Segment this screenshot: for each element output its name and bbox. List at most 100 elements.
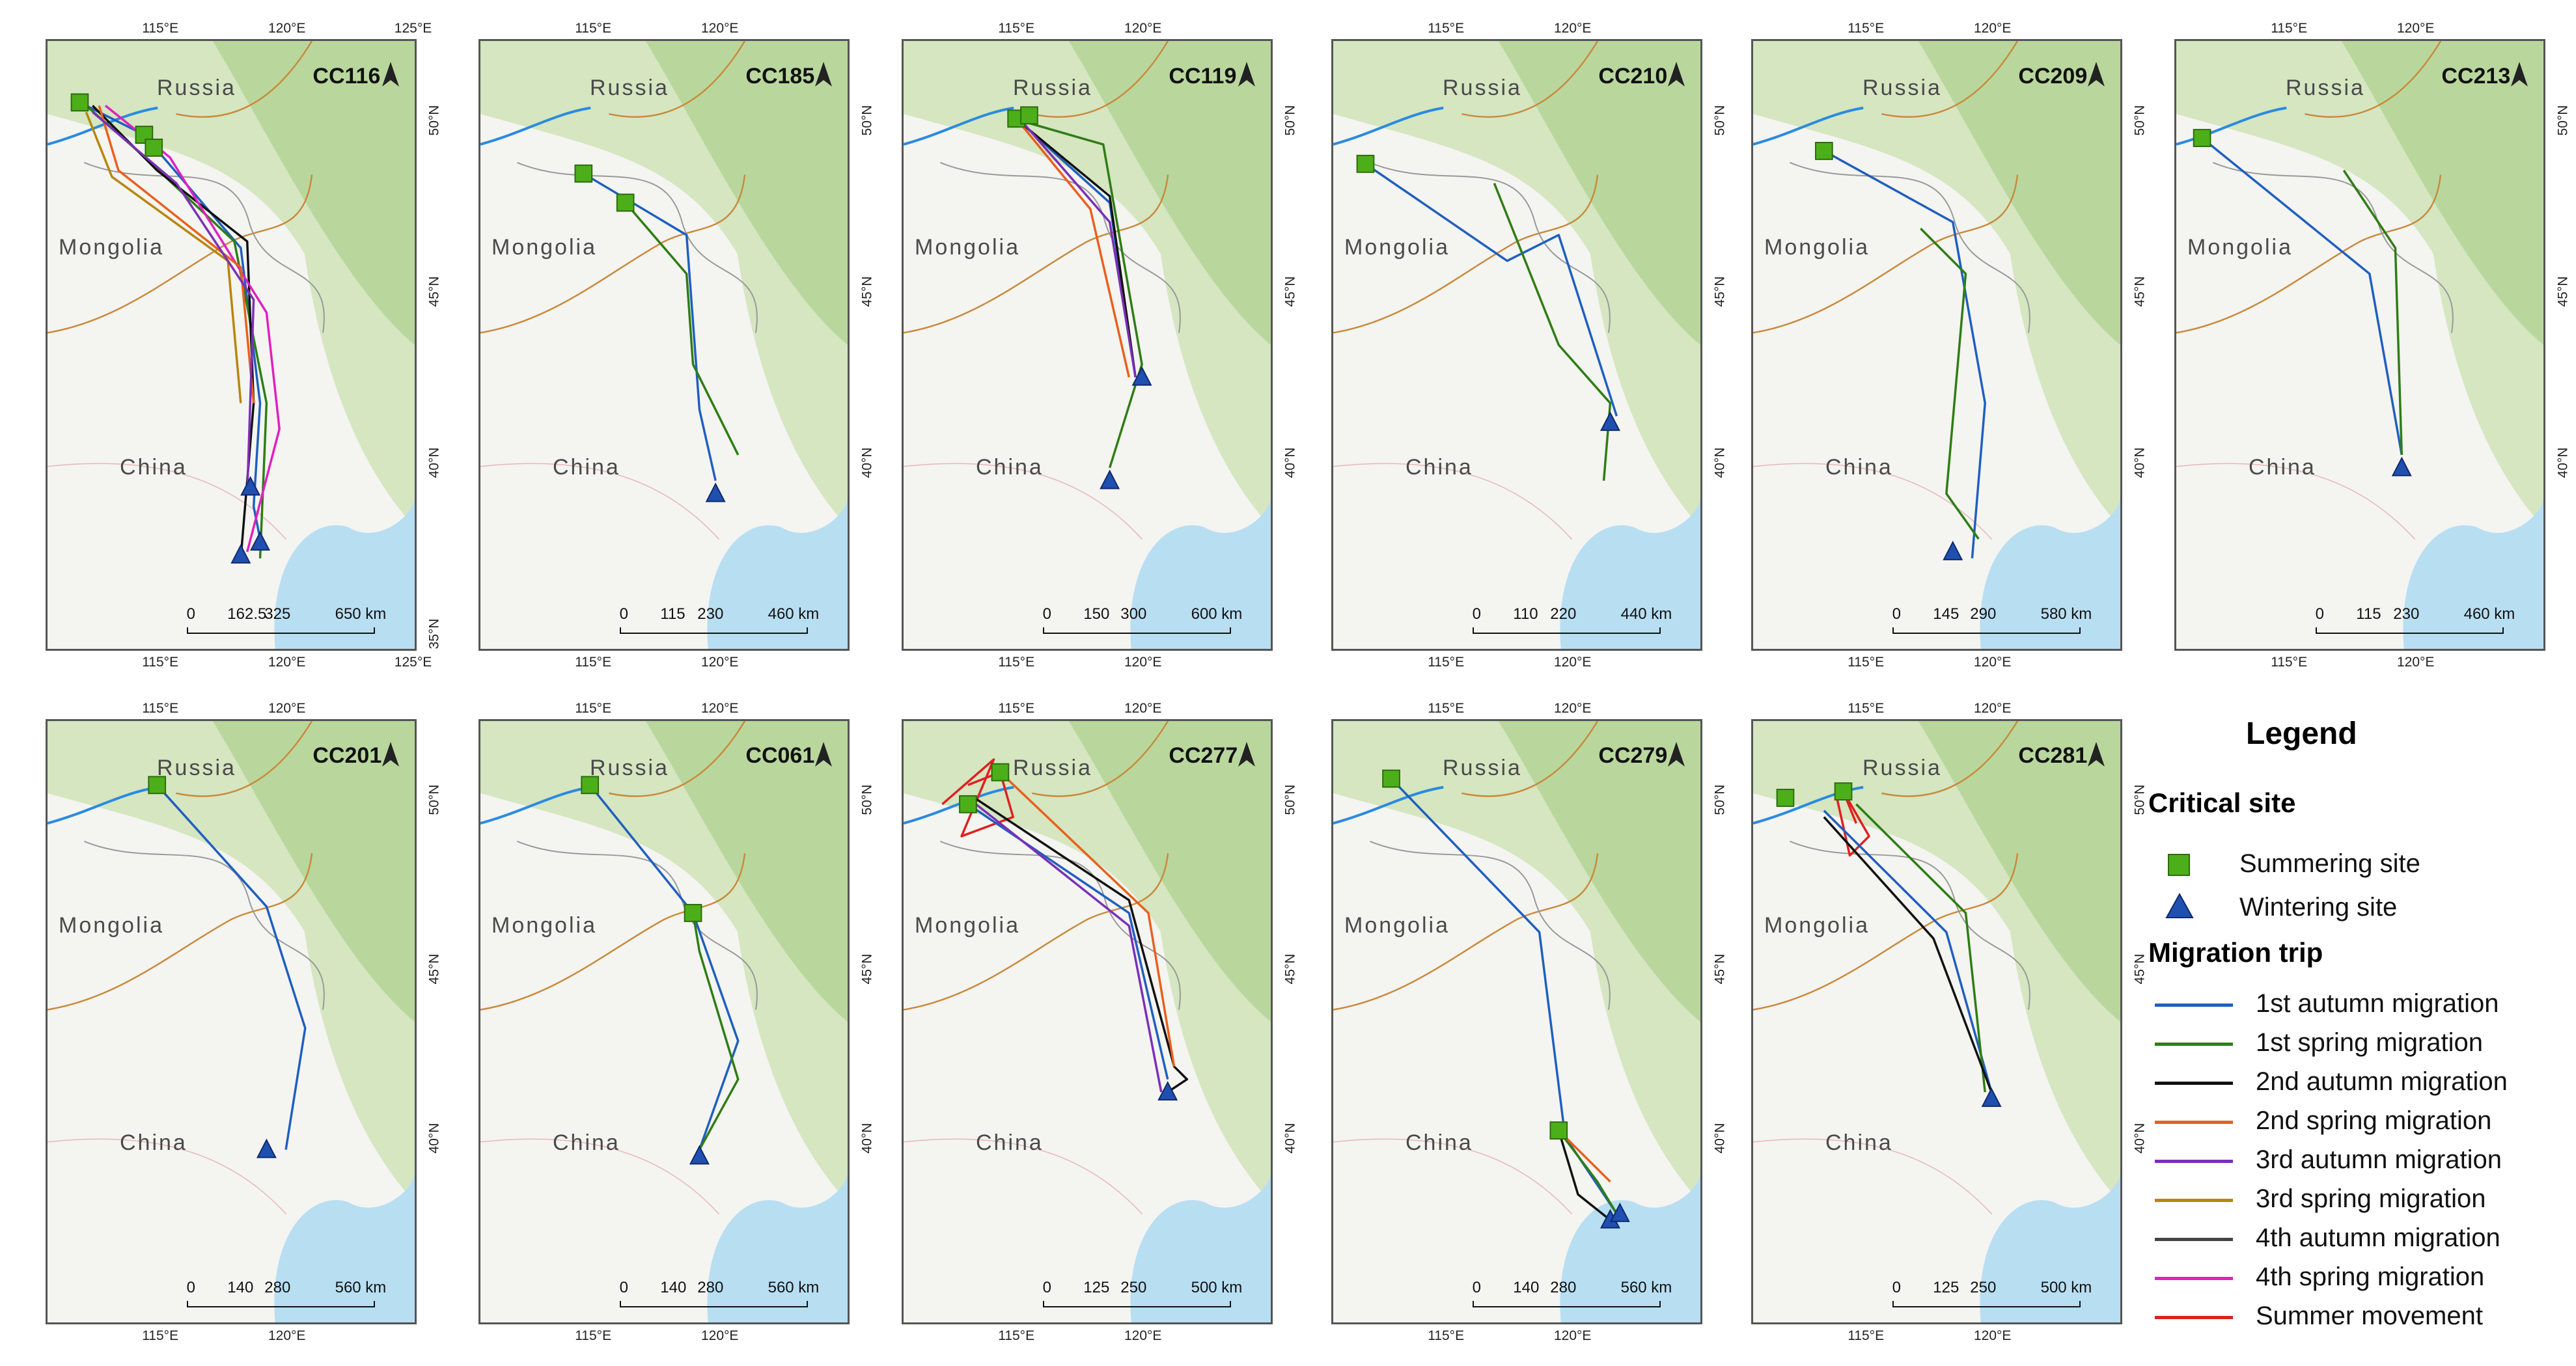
russia-label: Russia [157, 75, 236, 101]
scale-label: 140 [660, 1279, 687, 1296]
legend-line-swatch [2155, 1043, 2233, 1046]
latitude-tick: 45°N [2132, 953, 2148, 985]
longitude-tick: 120°E [1974, 701, 2012, 716]
longitude-tick: 115°E [1428, 1328, 1465, 1343]
panel-id: CC185 [745, 63, 815, 89]
mongolia-label: Mongolia [59, 234, 164, 260]
russia-label: Russia [1863, 75, 1942, 101]
north-arrow-icon [1668, 61, 1685, 87]
map-frame [1751, 719, 2122, 1324]
longitude-tick: 120°E [1554, 655, 1592, 670]
longitude-tick: 120°E [268, 1328, 306, 1343]
latitude-tick: 50°N [426, 105, 442, 136]
scale-bar-line [1892, 627, 2081, 634]
north-arrow-icon [1238, 61, 1255, 87]
latitude-tick: 50°N [426, 784, 442, 815]
scale-label: 250 [1120, 1279, 1147, 1296]
russia-label: Russia [590, 755, 669, 780]
latitude-tick: 45°N [2555, 276, 2571, 307]
latitude-tick: 40°N [426, 1123, 442, 1154]
map-panel: Russia Mongolia China CC210 115°E 115°E 120°E 1… [1331, 21, 1727, 670]
longitude-tick: 125°E [394, 655, 432, 670]
north-arrow-icon [815, 741, 832, 767]
longitude-tick: 115°E [2271, 655, 2308, 670]
mongolia-label: Mongolia [915, 234, 1020, 260]
scale-label: 162.5 [227, 605, 267, 623]
longitude-tick: 120°E [2397, 21, 2435, 36]
russia-label: Russia [1443, 755, 1522, 780]
longitude-tick: 115°E [142, 655, 179, 670]
longitude-tick: 115°E [1848, 21, 1885, 36]
scale-bar: 0 110 220 440 km [1472, 605, 1672, 639]
map-frame [2174, 39, 2545, 651]
longitude-tick: 115°E [142, 1328, 179, 1343]
russia-label: Russia [590, 75, 669, 101]
north-arrow-icon [2511, 61, 2528, 87]
scale-label: 150 [1083, 605, 1110, 623]
scale-label: 300 [1120, 605, 1147, 623]
map-frame [902, 719, 1273, 1324]
scale-label: 145 [1933, 605, 1960, 623]
latitude-tick: 50°N [2555, 105, 2571, 136]
scale-label: 650 km [335, 605, 387, 623]
scale-label: 0 [619, 605, 628, 623]
latitude-tick: 50°N [1712, 105, 1728, 136]
scale-label: 280 [264, 1279, 291, 1296]
scale-label: 500 km [1191, 1279, 1243, 1296]
longitude-tick: 120°E [1974, 655, 2012, 670]
latitude-tick: 45°N [1282, 276, 1298, 307]
longitude-tick: 115°E [575, 655, 612, 670]
panel-id: CC281 [2018, 743, 2088, 769]
legend-trip-label: 3rd autumn migration [2256, 1145, 2502, 1174]
scale-bar-line [619, 1301, 808, 1307]
china-label: China [976, 455, 1044, 480]
scale-label: 0 [2315, 605, 2324, 623]
scale-label: 0 [1042, 605, 1051, 623]
latitude-tick: 45°N [426, 276, 442, 307]
map-panel: Russia Mongolia China CC279 115°E 115°E 120°E 1… [1331, 701, 1727, 1343]
scale-label: 0 [1892, 1279, 1901, 1296]
latitude-tick: 50°N [2132, 784, 2148, 815]
map-panel: Russia Mongolia China CC185 115°E 115°E 120°E 1… [478, 21, 874, 670]
longitude-tick: 115°E [1428, 655, 1465, 670]
mongolia-label: Mongolia [492, 234, 597, 260]
latitude-tick: 45°N [2132, 276, 2148, 307]
longitude-tick: 115°E [1428, 701, 1465, 716]
longitude-tick: 120°E [1554, 701, 1592, 716]
latitude-tick: 50°N [2132, 105, 2148, 136]
legend-migration-trip: Migration trip [2148, 937, 2323, 968]
longitude-tick: 120°E [1974, 21, 2012, 36]
longitude-tick: 115°E [575, 701, 612, 716]
scale-bar-line [1042, 627, 1231, 634]
mongolia-label: Mongolia [59, 912, 164, 938]
longitude-tick: 115°E [2271, 21, 2308, 36]
latitude-tick: 45°N [426, 953, 442, 985]
panel-id: CC061 [745, 743, 815, 769]
mongolia-label: Mongolia [1344, 912, 1450, 938]
north-arrow-icon [815, 61, 832, 87]
latitude-tick: 40°N [426, 447, 442, 478]
longitude-tick: 120°E [701, 655, 739, 670]
china-label: China [1406, 1130, 1473, 1156]
china-label: China [2249, 455, 2316, 480]
latitude-tick: 40°N [2132, 1123, 2148, 1154]
scale-bar: 0 115 230 460 km [2315, 605, 2515, 639]
longitude-tick: 120°E [1554, 1328, 1592, 1343]
scale-label: 440 km [1620, 605, 1672, 623]
wintering-site-icon [2165, 893, 2194, 918]
scale-bar-line [186, 1301, 375, 1307]
latitude-tick: 40°N [1712, 447, 1728, 478]
latitude-tick: 45°N [1282, 953, 1298, 985]
map-frame [46, 719, 417, 1324]
scale-bar: 0 125 250 500 km [1042, 1279, 1242, 1313]
panel-id: CC213 [2441, 63, 2511, 89]
scale-bar: 0 162.5 325 650 km [186, 605, 386, 639]
longitude-tick: 120°E [268, 701, 306, 716]
longitude-tick: 120°E [1124, 21, 1162, 36]
russia-label: Russia [1863, 755, 1942, 780]
longitude-tick: 120°E [1124, 655, 1162, 670]
scale-bar-line [1472, 627, 1661, 634]
china-label: China [1825, 455, 1893, 480]
legend-line-swatch [2155, 1082, 2233, 1085]
north-arrow-icon [1668, 741, 1685, 767]
